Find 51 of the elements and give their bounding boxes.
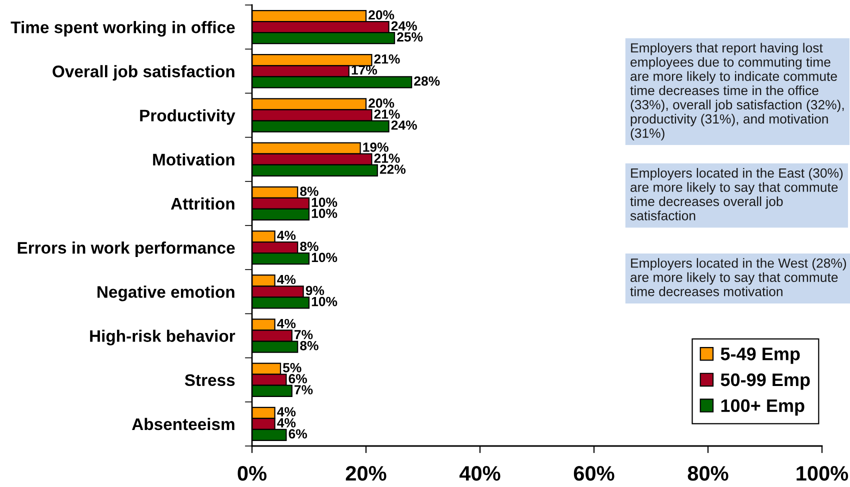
data-label: 4% <box>277 230 296 240</box>
legend-label: 100+ Emp <box>721 399 804 416</box>
annotation: Employers that report having lost employees due to commuting time are more likely to indicate commute time decreases time in the office (33%), overall job satisfaction (32%), productivity (31%), and motivation (31%) <box>630 42 844 140</box>
data-label: 21% <box>374 54 400 64</box>
data-label: 22% <box>380 164 406 174</box>
data-label: 24% <box>391 21 417 31</box>
x-tick-label: 20% <box>346 466 386 481</box>
data-label: 4% <box>277 274 296 284</box>
data-label: 20% <box>368 98 394 108</box>
data-label: 8% <box>300 340 318 350</box>
data-label: 8% <box>300 186 318 196</box>
data-label: 4% <box>277 318 296 328</box>
y-tick-label: High-risk behavior <box>90 330 236 346</box>
y-tick-label: Errors in work performance <box>18 242 235 258</box>
data-label: 21% <box>374 154 400 163</box>
annotation: Employers located in the East (30%) are more likely to say that commute time decreases overall job satisfaction <box>630 168 843 220</box>
data-label: 4% <box>277 407 296 416</box>
data-label: 10% <box>312 252 338 262</box>
data-label: 10% <box>312 198 338 207</box>
data-label: 5% <box>282 363 302 372</box>
legend-label: 50-99 Emp <box>720 373 810 390</box>
data-label: 20% <box>368 10 394 20</box>
x-tick-label: 0% <box>238 466 267 481</box>
data-label: 24% <box>391 120 417 130</box>
x-tick-label: 100% <box>796 466 848 481</box>
data-label: 4% <box>277 418 296 428</box>
legend-label: 5-49 Emp <box>720 348 800 364</box>
data-label: 7% <box>294 385 313 394</box>
y-tick-label: Attrition <box>170 197 234 210</box>
y-tick-label: Motivation <box>153 153 234 166</box>
y-tick-label: Stress <box>184 374 235 386</box>
data-label: 6% <box>288 374 308 384</box>
data-label: 25% <box>397 32 423 42</box>
data-label: 28% <box>414 76 440 86</box>
y-tick-label: Negative emotion <box>98 286 234 302</box>
data-label: 6% <box>288 429 308 439</box>
y-tick-label: Absenteeism <box>132 418 234 430</box>
y-tick-label: Productivity <box>140 109 236 125</box>
data-label: 21% <box>374 109 400 119</box>
data-label: 10% <box>312 296 338 306</box>
data-label: 7% <box>294 330 313 340</box>
x-tick-label: 80% <box>688 466 728 481</box>
data-label: 8% <box>300 242 318 252</box>
data-label: 10% <box>312 208 338 218</box>
y-tick-label: Overall job satisfaction <box>52 65 234 81</box>
x-tick-label: 60% <box>574 466 614 481</box>
data-label: 9% <box>306 286 324 296</box>
x-tick-label: 40% <box>459 466 500 481</box>
y-tick-label: Time spent working in office <box>10 21 235 37</box>
annotation: Employers located in the West (28%) are more likely to say that commute time decreases motivation <box>630 258 846 296</box>
data-label: 19% <box>363 142 388 152</box>
